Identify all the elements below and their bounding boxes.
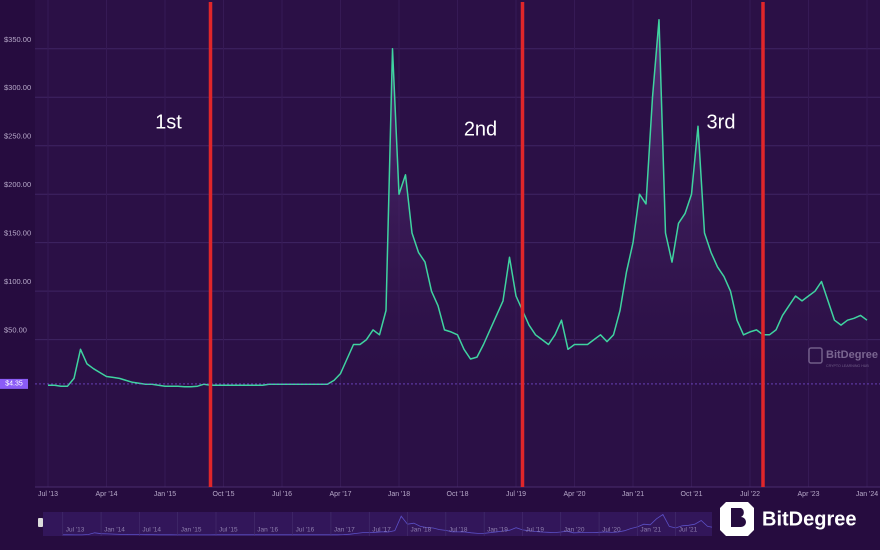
watermark-name: BitDegree: [826, 349, 878, 361]
navigator-content: Jul '13 Jan '14 Jul '14 Jan '15 Jul '15 Jan '…: [62, 512, 868, 536]
price-line: [48, 18, 868, 388]
navigator-tick-label: Jan '18: [411, 527, 432, 534]
watermark: BitDegree CRYPTO LEARNING HUB: [808, 347, 878, 368]
logo-text: BitDegree: [762, 508, 856, 530]
series: [48, 18, 868, 389]
current-price-box: [0, 378, 28, 389]
x-tick-label: Jan '24: [856, 491, 878, 498]
grid: $50.00 $100.00 $150.00 $200.00 $250.00 $300.0…: [4, 0, 880, 498]
navigator-tick-label: Jul '18: [449, 527, 468, 534]
navigator-tick-label: Jul '15: [219, 527, 238, 534]
logo-icon-b: [731, 508, 746, 527]
y-tick-label: $100.00: [4, 277, 31, 286]
overlay: $4.35 1st 2nd 3rd: [0, 2, 880, 487]
navigator-tick-label: Jul '14: [142, 527, 161, 534]
x-tick-label: Jul '19: [506, 491, 526, 498]
x-tick-label: Jan '18: [388, 491, 410, 498]
watermark-icon: [808, 347, 823, 364]
x-tick-label: Jul '13: [38, 491, 58, 498]
area: [48, 19, 867, 389]
navigator-tick-label: Jul '17: [372, 527, 391, 534]
y-tick-label: $300.00: [4, 83, 31, 92]
navigator-tick-label: Jan '15: [181, 527, 202, 534]
x-tick-label: Oct '15: [213, 491, 235, 498]
x-tick-label: Jul '22: [740, 491, 760, 498]
navigator-tick-label: Jan '19: [487, 527, 508, 534]
navigator-tick-label: Jan '20: [564, 527, 585, 534]
x-tick-label: Oct '21: [681, 491, 703, 498]
y-tick-label: $250.00: [4, 132, 31, 141]
navigator-tick-label: Jul '21: [679, 527, 698, 534]
halving-label: 1st: [155, 111, 182, 133]
y-tick-label: $50.00: [4, 326, 27, 335]
logo: BitDegree: [712, 498, 880, 542]
x-tick-label: Apr '14: [96, 491, 118, 498]
navigator-tick-label: Jul '13: [66, 527, 85, 534]
y-tick-label: $150.00: [4, 229, 31, 238]
navigator-tick-label: Jan '16: [257, 527, 278, 534]
navigator-tick-label: Jan '17: [334, 527, 355, 534]
navigator-tick-label: Jul '20: [602, 527, 621, 534]
navigator-tick-label: Jan '21: [640, 527, 661, 534]
watermark-tagline: CRYPTO LEARNING HUB: [826, 364, 869, 368]
y-tick-label: $350.00: [4, 35, 31, 44]
navigator-tick-label: Jul '19: [525, 527, 544, 534]
x-tick-label: Jan '21: [622, 491, 644, 498]
current-price-label: $4.35: [5, 381, 23, 388]
x-tick-label: Apr '23: [798, 491, 820, 498]
y-tick-label: $200.00: [4, 180, 31, 189]
x-tick-label: Apr '17: [330, 491, 352, 498]
x-tick-label: Oct '18: [447, 491, 469, 498]
x-tick-label: Jan '15: [154, 491, 176, 498]
halving-label: 2nd: [464, 118, 497, 140]
x-tick-label: Jul '16: [272, 491, 292, 498]
navigator-tick-label: Jul '16: [296, 527, 315, 534]
halving-label: 3rd: [707, 111, 736, 133]
x-tick-label: Apr '20: [564, 491, 586, 498]
navigator-handle: [38, 518, 43, 527]
navigator-tick-label: Jan '14: [104, 527, 125, 534]
